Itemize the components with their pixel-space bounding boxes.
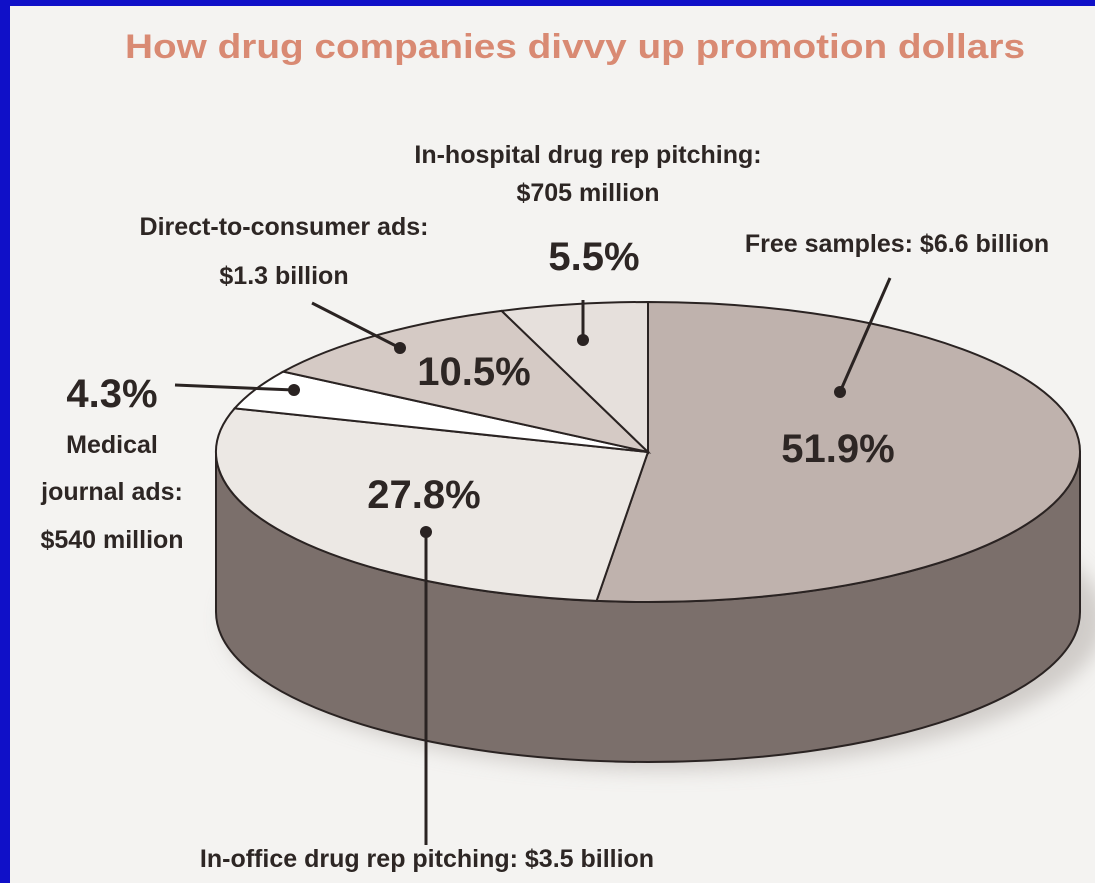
callout-in-office: In-office drug rep pitching: $3.5 billio… [200,845,654,873]
pct-label-medical-journal: 4.3% [66,372,157,416]
slice-in-hospital [499,300,649,455]
leader-dots [288,334,846,538]
leader-free-samples [838,277,892,393]
pie-slices [215,300,1081,603]
pct-label-free-samples: 51.9% [781,427,894,471]
dot-free-samples [834,386,846,398]
leader-dtc [311,301,401,350]
chart-title: How drug companies divvy up promotion do… [125,28,1025,66]
callout-dtc-line1: Direct-to-consumer ads: [140,213,429,241]
leader-medical-journal [174,383,295,392]
dot-in-office [420,526,432,538]
callout-medical-line2: journal ads: [40,478,183,506]
pct-label-in-hospital: 5.5% [548,235,639,279]
pct-label-dtc: 10.5% [417,350,530,394]
callout-medical-line3: $540 million [40,526,183,554]
callout-dtc-line2: $1.3 billion [219,262,348,290]
callout-free-samples: Free samples: $6.6 billion [745,230,1049,258]
leader-lines [174,277,892,845]
callout-in-hospital-line2: $705 million [516,179,659,207]
slice-dtc [280,309,652,454]
callout-medical-line1: Medical [66,431,158,459]
callout-in-hospital-line1: In-hospital drug rep pitching: [414,141,761,169]
dot-in-hospital [577,334,589,346]
slice-in-office [215,407,650,602]
pct-label-in-office: 27.8% [367,473,480,517]
slice-free-samples [595,300,1081,603]
dot-medical-journal [288,384,300,396]
dot-dtc [394,342,406,354]
